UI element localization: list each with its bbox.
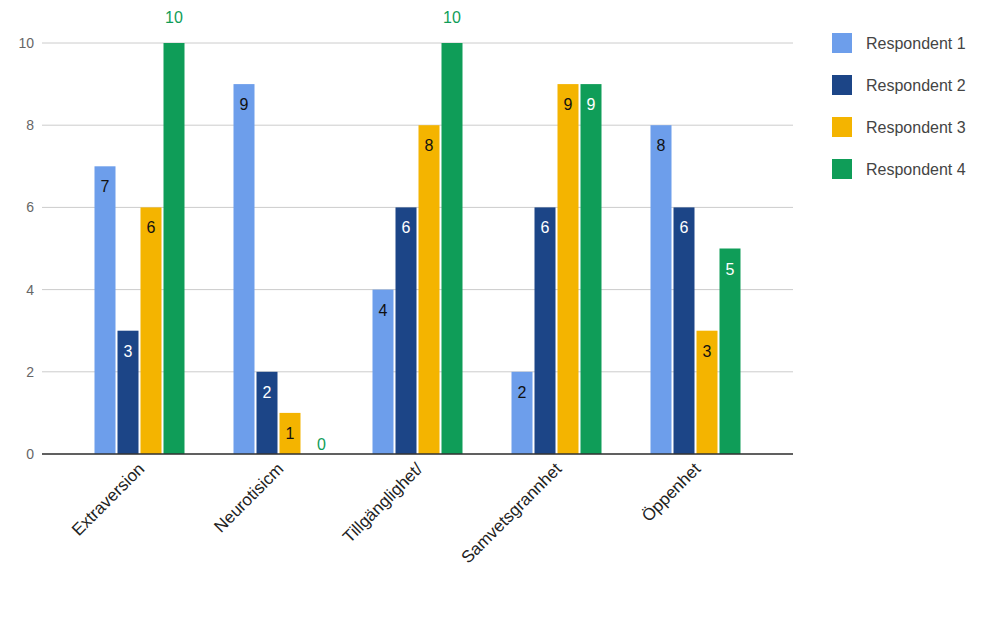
bar <box>280 413 301 454</box>
legend-label: Respondent 4 <box>866 161 966 178</box>
legend-swatch <box>832 117 852 137</box>
data-label: 3 <box>124 343 133 360</box>
x-tick-label: Neurotisicm <box>210 459 287 536</box>
legend-swatch <box>832 75 852 95</box>
data-label: 8 <box>657 137 666 154</box>
data-label: 1 <box>286 425 295 442</box>
data-label: 5 <box>726 261 735 278</box>
grid-line <box>42 43 793 44</box>
bar <box>674 207 695 454</box>
data-label: 8 <box>425 137 434 154</box>
data-label: 9 <box>240 96 249 113</box>
chart: 0 2 4 6 8 10 7 9 4 2 8 3 2 6 6 6 6 1 8 9 3 10 0 10 9 5 Extraversio… <box>0 0 993 619</box>
data-label: 2 <box>263 384 272 401</box>
x-tick-label: Extraversion <box>68 459 148 539</box>
bar <box>535 207 556 454</box>
bar <box>720 249 741 455</box>
bar <box>95 166 116 454</box>
data-label: 6 <box>680 219 689 236</box>
bar <box>118 331 139 454</box>
x-tick-label: Tillgänglighet/ <box>339 459 426 546</box>
y-tick-label: 2 <box>26 364 34 380</box>
data-label: 9 <box>587 96 596 113</box>
data-label: 3 <box>703 343 712 360</box>
data-label: 4 <box>379 302 388 319</box>
bar <box>442 43 463 454</box>
legend-label: Respondent 3 <box>866 119 966 136</box>
x-tick-label: Samvetsgrannhet <box>458 459 566 567</box>
data-label: 10 <box>165 9 183 26</box>
data-label: 9 <box>564 96 573 113</box>
data-label: 6 <box>541 219 550 236</box>
legend-swatch <box>832 33 852 53</box>
grid-line <box>42 454 793 455</box>
bar <box>697 331 718 454</box>
bar <box>512 372 533 454</box>
legend-label: Respondent 2 <box>866 77 966 94</box>
bar <box>257 372 278 454</box>
data-label: 10 <box>443 9 461 26</box>
data-label: 0 <box>317 436 326 453</box>
bar <box>651 125 672 454</box>
bar <box>234 84 255 454</box>
x-axis-line <box>42 453 793 455</box>
bar <box>373 290 394 454</box>
bars <box>95 43 741 454</box>
bar <box>396 207 417 454</box>
data-label: 7 <box>101 178 110 195</box>
grid-line <box>42 125 793 126</box>
data-label: 6 <box>147 219 156 236</box>
y-tick-label: 4 <box>26 282 34 298</box>
y-tick-label: 10 <box>18 35 34 51</box>
bar <box>558 84 579 454</box>
legend-swatch <box>832 159 852 179</box>
x-tick-label: Öppenhet <box>638 459 704 525</box>
bar <box>141 207 162 454</box>
y-tick-label: 6 <box>26 199 34 215</box>
y-tick-label: 0 <box>26 446 34 462</box>
bar <box>164 43 185 454</box>
data-label: 6 <box>402 219 411 236</box>
bar <box>419 125 440 454</box>
bar <box>581 84 602 454</box>
data-label: 2 <box>518 384 527 401</box>
legend-label: Respondent 1 <box>866 35 966 52</box>
y-tick-label: 8 <box>26 117 34 133</box>
